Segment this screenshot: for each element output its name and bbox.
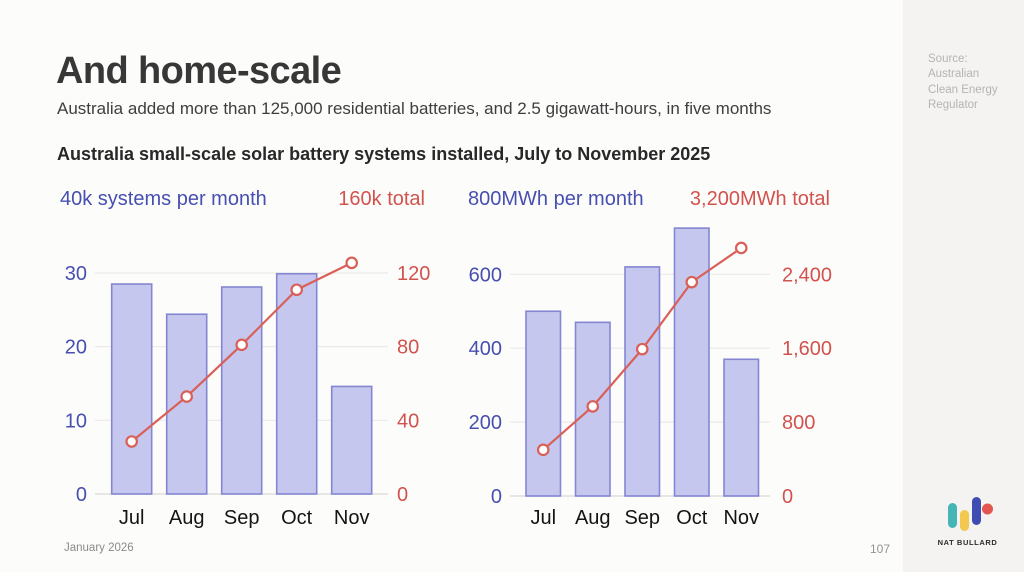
bar-oct	[673, 227, 710, 497]
brand-name: NAT BULLARD	[937, 538, 998, 547]
line-marker-sep	[235, 338, 248, 352]
left-axis-tick: 20	[65, 337, 87, 359]
x-axis-label-aug: Aug	[169, 507, 205, 529]
right-axis-tick: 0	[397, 484, 408, 506]
line-marker-aug	[586, 400, 600, 413]
right-axis-tick: 80	[397, 337, 419, 359]
right-axis-tick: 40	[397, 410, 419, 432]
x-axis-label-jul: Jul	[119, 507, 145, 529]
bar-aug	[165, 313, 208, 495]
right-axis-tick: 1,600	[782, 338, 832, 360]
bar-oct	[275, 272, 318, 495]
systems-chart-header: 40k systems per month 160k total	[60, 188, 425, 211]
source-line: Regulator	[928, 98, 978, 111]
x-axis-label-nov: Nov	[334, 507, 370, 529]
left-axis-tick: 30	[65, 263, 87, 285]
line-marker-sep	[635, 342, 649, 356]
brand-block: NAT BULLARD	[925, 494, 1010, 547]
energy-chart-header: 800MWh per month 3,200MWh total	[468, 188, 830, 211]
right-axis-tick: 120	[397, 263, 430, 285]
source-line: Source:	[928, 53, 968, 65]
bar-jul	[110, 283, 153, 495]
right-axis-tick: 800	[782, 412, 815, 434]
x-axis-label-sep: Sep	[624, 507, 660, 529]
footer-date: January 2026	[64, 542, 134, 554]
energy-right-axis-label: 3,200MWh total	[689, 188, 830, 210]
x-axis-label-oct: Oct	[676, 507, 708, 529]
x-axis-label-aug: Aug	[575, 507, 611, 529]
x-axis-label-sep: Sep	[224, 507, 260, 529]
source-line: Clean Energy	[928, 83, 998, 96]
left-axis-tick: 0	[76, 484, 87, 506]
line-marker-nov	[345, 256, 358, 270]
bar-jul	[525, 310, 562, 497]
energy-chart: 0 0 200 800 400 1,600 600 2,400 Jul Aug Sep Oct Nov	[469, 227, 832, 529]
line-marker-oct	[685, 275, 699, 289]
page-title: And home-scale	[56, 50, 342, 92]
right-axis-tick: 2,400	[782, 264, 832, 286]
left-axis-tick: 200	[469, 412, 502, 434]
bar-sep	[624, 266, 661, 497]
page-number: 107	[869, 542, 890, 556]
line-marker-jul	[125, 435, 138, 448]
energy-left-axis-label: 800MWh per month	[468, 188, 644, 210]
x-axis-label-jul: Jul	[530, 507, 556, 529]
line-marker-aug	[180, 390, 193, 403]
bar-sep	[220, 286, 263, 495]
line-marker-jul	[536, 443, 550, 457]
line-marker-oct	[290, 283, 303, 297]
systems-chart: 0 0 10 40 20 80 30 120 Jul Aug Sep Oct Nov	[65, 256, 430, 529]
right-sidebar	[903, 0, 1024, 572]
subtitle: Australia added more than 125,000 reside…	[57, 99, 772, 118]
left-axis-tick: 400	[469, 338, 502, 360]
x-axis-label-oct: Oct	[281, 507, 313, 529]
source-line: Australian	[928, 68, 980, 81]
bar-nov	[723, 358, 760, 497]
left-axis-tick: 600	[469, 264, 502, 286]
line-marker-nov	[734, 241, 748, 255]
bar-nov	[330, 385, 373, 495]
chart-heading: Australia small-scale solar battery syst…	[57, 144, 711, 164]
right-axis-tick: 0	[782, 486, 793, 508]
x-axis-label-nov: Nov	[723, 507, 759, 529]
left-axis-tick: 10	[65, 410, 87, 432]
systems-right-axis-label: 160k total	[338, 188, 425, 210]
source-note: Source: Australian Clean Energy Regulato…	[928, 52, 1020, 113]
systems-left-axis-label: 40k systems per month	[60, 188, 267, 210]
left-axis-tick: 0	[491, 486, 502, 508]
nat-bullard-logo-icon	[947, 497, 993, 531]
